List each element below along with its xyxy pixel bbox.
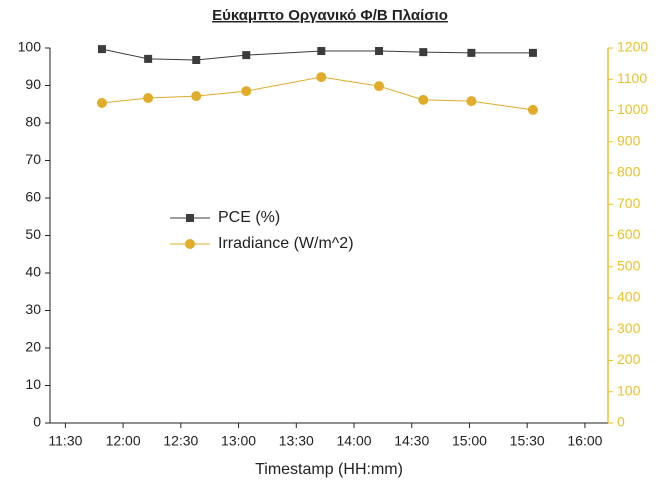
x-tick-label: 11:30 (48, 433, 82, 449)
marker (528, 48, 537, 57)
y2-tick-label: 900 (617, 132, 641, 148)
marker (419, 48, 428, 57)
marker (418, 94, 429, 105)
legend-marker (186, 214, 194, 222)
y2-tick-label: 500 (617, 257, 641, 273)
marker (144, 54, 153, 63)
y2-tick-label: 600 (617, 226, 641, 242)
y-tick-label: 90 (25, 76, 41, 92)
y-tick-label: 30 (25, 301, 41, 317)
legend-marker (185, 239, 195, 249)
legend-label: PCE (%) (218, 209, 280, 226)
x-tick-label: 15:30 (510, 433, 545, 449)
x-tick-label: 13:30 (279, 433, 314, 449)
y2-tick-label: 300 (617, 320, 641, 336)
x-tick-label: 16:00 (567, 433, 602, 449)
y-tick-label: 100 (18, 39, 42, 55)
marker (375, 47, 384, 55)
x-tick-label: 13:00 (221, 433, 256, 449)
x-tick-label: 12:00 (106, 433, 141, 449)
y-tick-label: 80 (25, 114, 41, 130)
marker (96, 98, 107, 108)
y2-tick-label: 100 (617, 382, 641, 398)
x-tick-label: 12:30 (163, 433, 198, 449)
x-tick-label: 14:00 (336, 433, 371, 449)
y-tick-label: 70 (25, 151, 41, 167)
y-tick-label: 10 (25, 376, 41, 392)
y-tick-label: 60 (25, 189, 41, 205)
marker (317, 47, 326, 55)
legend-label: Irradiance (W/m^2) (218, 235, 354, 252)
y-tick-label: 50 (25, 226, 41, 242)
y2-tick-label: 1000 (617, 101, 648, 117)
x-tick-label: 15:00 (452, 433, 487, 449)
marker (527, 104, 538, 115)
marker (191, 91, 202, 102)
y2-tick-label: 1200 (617, 39, 648, 55)
marker (97, 45, 106, 54)
chart-title: Εύκαμπτο Οργανικό Φ/Β Πλαίσιο (212, 7, 448, 24)
marker (192, 56, 201, 64)
y-tick-label: 40 (25, 264, 41, 280)
y-tick-label: 0 (33, 414, 41, 430)
x-tick-label: 14:30 (394, 433, 429, 449)
y2-tick-label: 800 (617, 164, 641, 180)
y2-tick-label: 1100 (617, 70, 647, 86)
marker (241, 86, 252, 97)
x-axis-label: Timestamp (HH:mm) (255, 461, 403, 478)
marker (374, 81, 385, 92)
marker (466, 96, 477, 107)
marker (242, 51, 251, 60)
marker (467, 48, 476, 57)
marker (316, 72, 327, 83)
y2-tick-label: 0 (617, 414, 625, 430)
y-tick-label: 20 (25, 339, 41, 355)
y2-tick-label: 700 (617, 195, 641, 211)
marker (143, 93, 154, 103)
y2-tick-label: 400 (617, 289, 641, 305)
y2-tick-label: 200 (617, 351, 641, 367)
